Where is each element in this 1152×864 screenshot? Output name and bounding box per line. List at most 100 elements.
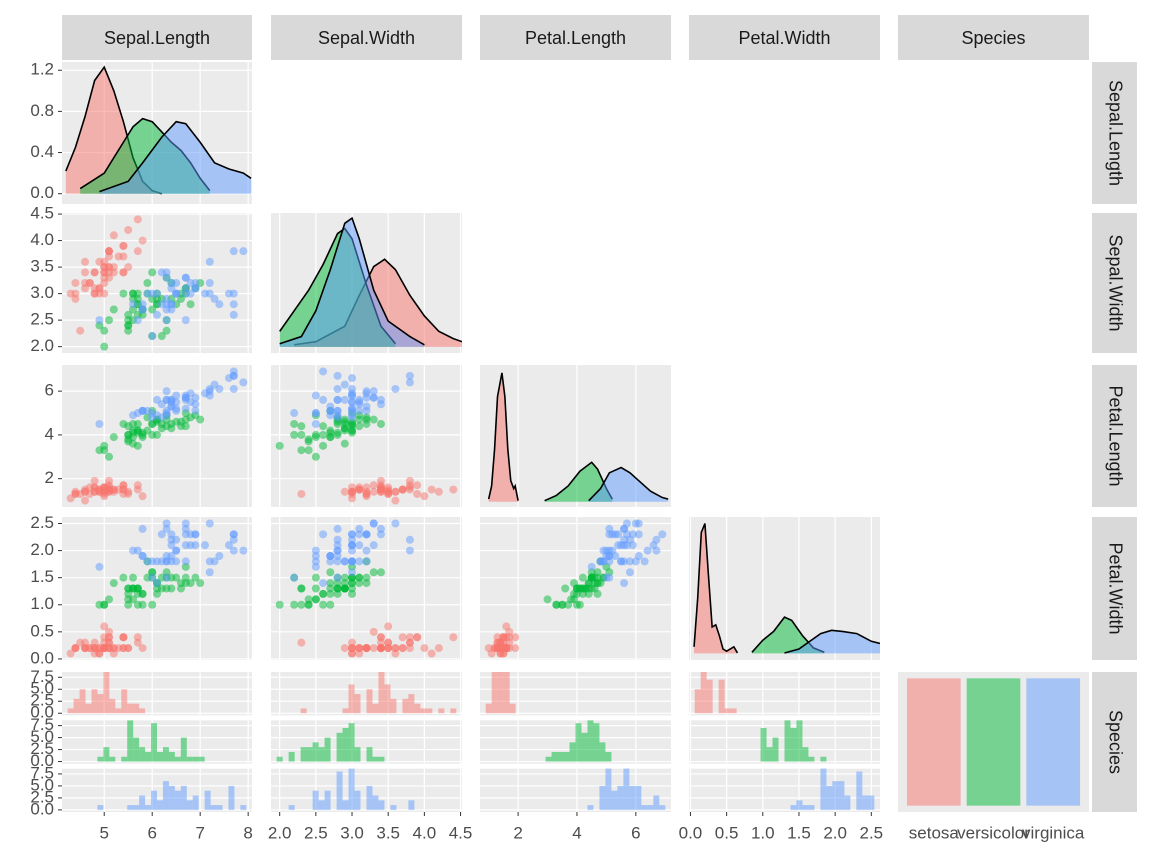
scatter-point <box>340 380 349 389</box>
scatter-point <box>162 573 171 582</box>
scatter-point <box>384 622 393 631</box>
scatter-point <box>398 485 407 494</box>
scatter-point <box>105 595 114 604</box>
histogram-bar <box>216 805 223 810</box>
scatter-point <box>590 579 599 588</box>
histogram-bar <box>868 795 875 810</box>
histogram-bar <box>796 800 803 810</box>
histogram-bar <box>186 800 193 810</box>
scatter-point <box>391 519 400 528</box>
scatter-point <box>181 530 190 539</box>
density-line <box>693 523 739 654</box>
histogram-bar <box>115 708 122 714</box>
histogram-bar <box>635 785 642 810</box>
scatter-point <box>196 579 205 588</box>
scatter-point <box>333 552 342 560</box>
density-line <box>99 120 252 193</box>
scatter-point <box>157 424 166 433</box>
scatter-point <box>95 284 104 293</box>
scatter-point <box>71 279 80 287</box>
histogram-bar <box>563 751 570 762</box>
scatter-point <box>100 342 109 351</box>
strip-label: Sepal.Width <box>1105 234 1125 331</box>
y-tick-label: 5.0 <box>30 679 54 698</box>
strip-label: Petal.Width <box>1105 542 1125 634</box>
histogram-bar <box>503 672 510 714</box>
y-tick-label: 0.0 <box>30 648 54 667</box>
scatter-point <box>239 247 248 256</box>
scatter-point <box>605 557 614 566</box>
histogram-bar <box>706 679 713 714</box>
scatter-point <box>181 573 190 582</box>
x-tick-label: 6 <box>147 823 156 842</box>
strip-label: Sepal.Length <box>104 28 210 48</box>
histogram-bar <box>844 795 851 810</box>
scatter-point <box>157 400 166 409</box>
scatter-point <box>119 268 128 277</box>
scatter-point <box>333 384 342 393</box>
histogram-bar <box>133 703 140 714</box>
scatter-point <box>369 541 378 550</box>
scatter-point <box>326 552 335 560</box>
scatter-point <box>376 530 385 539</box>
scatter-point <box>340 557 349 566</box>
scatter-point <box>172 289 181 298</box>
scatter-point <box>129 573 138 582</box>
scatter-point <box>614 541 623 550</box>
scatter-point <box>143 289 152 298</box>
scatter-point <box>148 573 157 582</box>
scatter-point <box>620 579 629 588</box>
scatter-point <box>129 300 138 309</box>
scatter-point <box>114 252 123 261</box>
x-tick-label: 2 <box>513 823 522 842</box>
y-tick-label: 7.5 <box>30 715 54 734</box>
histogram-bar <box>127 703 134 714</box>
scatter-point <box>652 546 661 555</box>
histogram-bar <box>180 737 187 762</box>
histogram <box>97 720 205 762</box>
scatter-point <box>362 413 371 422</box>
scatter-point <box>176 579 185 588</box>
scatter-point <box>191 400 200 409</box>
species-bar <box>966 678 1021 806</box>
scatter-point <box>105 268 114 277</box>
strip-label: Petal.Length <box>1105 385 1125 486</box>
scatter-point <box>333 406 342 415</box>
histogram-bar <box>766 747 773 762</box>
scatter-point <box>511 644 520 653</box>
histogram-bar <box>808 805 815 810</box>
scatter-point <box>124 263 133 272</box>
histogram-bar <box>551 751 558 762</box>
scatter-point <box>167 284 176 293</box>
scatter-point <box>114 644 123 653</box>
scatter-point <box>81 496 90 505</box>
scatter-point <box>311 419 320 428</box>
histogram-bar <box>587 805 594 810</box>
scatter-point <box>348 530 357 539</box>
x-tick-label: 4.0 <box>413 823 437 842</box>
histogram-bar <box>485 703 492 714</box>
scatter-point <box>157 530 166 539</box>
y-tick-label: 2.5 <box>30 787 54 806</box>
scatter-point <box>181 273 190 282</box>
scatter-point <box>138 524 147 533</box>
scatter-point <box>405 633 414 642</box>
scatter-point <box>229 384 238 393</box>
y-tick-label: 1.5 <box>30 567 54 586</box>
scatter-point <box>167 398 176 407</box>
scatter-point <box>109 231 118 240</box>
scatter-point <box>398 633 407 642</box>
scatter-point <box>369 487 378 496</box>
scatter-point <box>153 430 161 439</box>
scatter-point <box>205 289 214 298</box>
scatter-point <box>355 406 364 415</box>
scatter-point <box>405 644 414 653</box>
scatter-point <box>376 400 385 409</box>
histogram-bar <box>856 771 863 810</box>
scatter-point <box>355 415 364 424</box>
histogram-bar <box>760 728 767 762</box>
scatter-point <box>355 530 364 539</box>
scatter-point <box>652 535 661 544</box>
histogram-bar <box>312 742 319 762</box>
histogram-bar <box>700 672 707 714</box>
